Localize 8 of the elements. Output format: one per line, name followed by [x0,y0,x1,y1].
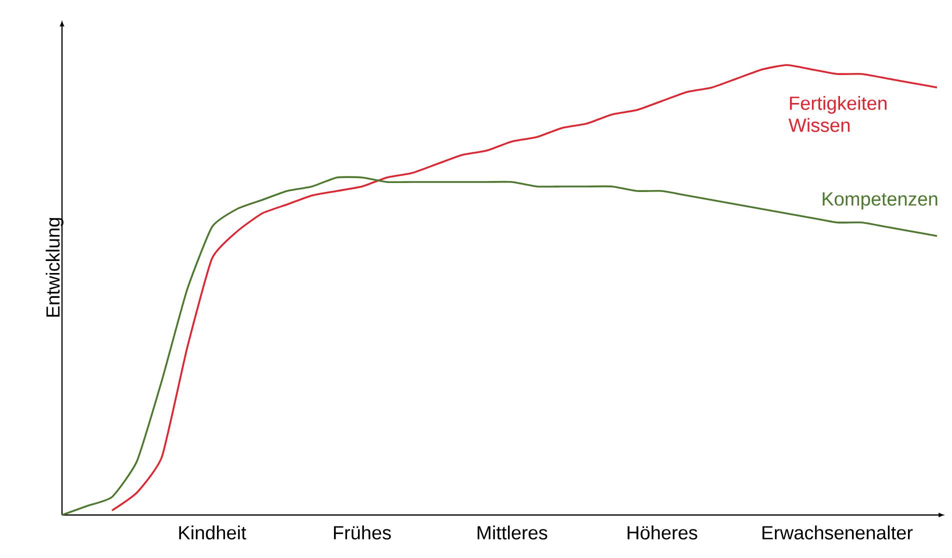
x-tick-label: Mittleres [478,526,548,540]
x-tick-label: Kindheit [179,526,246,540]
series-label: Kompetenzen [822,192,938,210]
x-tick-label: Erwachsenenalter [762,526,913,540]
series-label: Fertigkeiten Wissen [788,96,886,132]
y-axis-title: Entwicklung [46,218,64,317]
x-tick-label: Höheres [628,526,698,540]
x-tick-label: Frühes [334,526,391,540]
